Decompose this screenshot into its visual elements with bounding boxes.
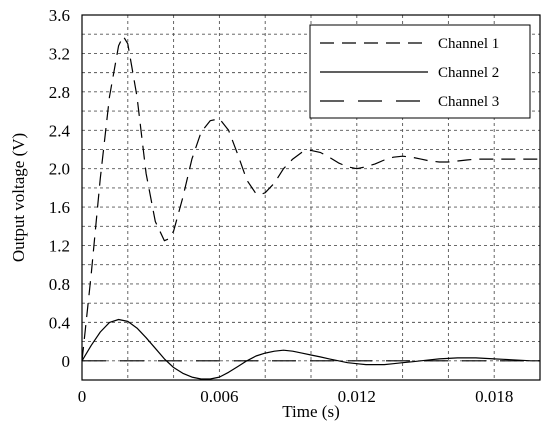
tick-labels: 0 0.006 0.012 0.018 0 0.4 0.8 1.2 1.6 2.0 2.4 2.8 3.… — [49, 6, 514, 406]
x-axis-label: Time (s) — [282, 402, 339, 421]
y-tick-label: 2.0 — [49, 160, 70, 179]
x-tick-label: 0.012 — [338, 387, 376, 406]
y-tick-label: 2.8 — [49, 83, 70, 102]
series-line-2 — [81, 318, 540, 380]
y-tick-label: 2.4 — [49, 121, 71, 140]
x-tick-label: 0 — [78, 387, 87, 406]
y-tick-label: 0 — [62, 352, 71, 371]
x-tick-label: 0.018 — [475, 387, 513, 406]
y-tick-label: 0.4 — [49, 313, 71, 332]
legend-label-2: Channel 2 — [438, 65, 499, 81]
y-tick-label: 1.2 — [49, 237, 70, 256]
y-tick-label: 3.2 — [49, 44, 70, 63]
series-lines — [81, 35, 540, 380]
plot-frame — [81, 14, 541, 381]
y-tick-label: 3.6 — [49, 6, 70, 25]
legend-label-1: Channel 1 — [438, 36, 499, 52]
x-tick-label: 0.006 — [200, 387, 238, 406]
legend-label-3: Channel 3 — [438, 94, 499, 110]
legend: Channel 1 Channel 2 Channel 3 — [309, 24, 531, 119]
y-axis-label: Output voltage (V) — [9, 133, 28, 262]
y-tick-label: 0.8 — [49, 275, 70, 294]
series-line-1 — [81, 35, 540, 361]
y-tick-label: 1.6 — [49, 198, 70, 217]
